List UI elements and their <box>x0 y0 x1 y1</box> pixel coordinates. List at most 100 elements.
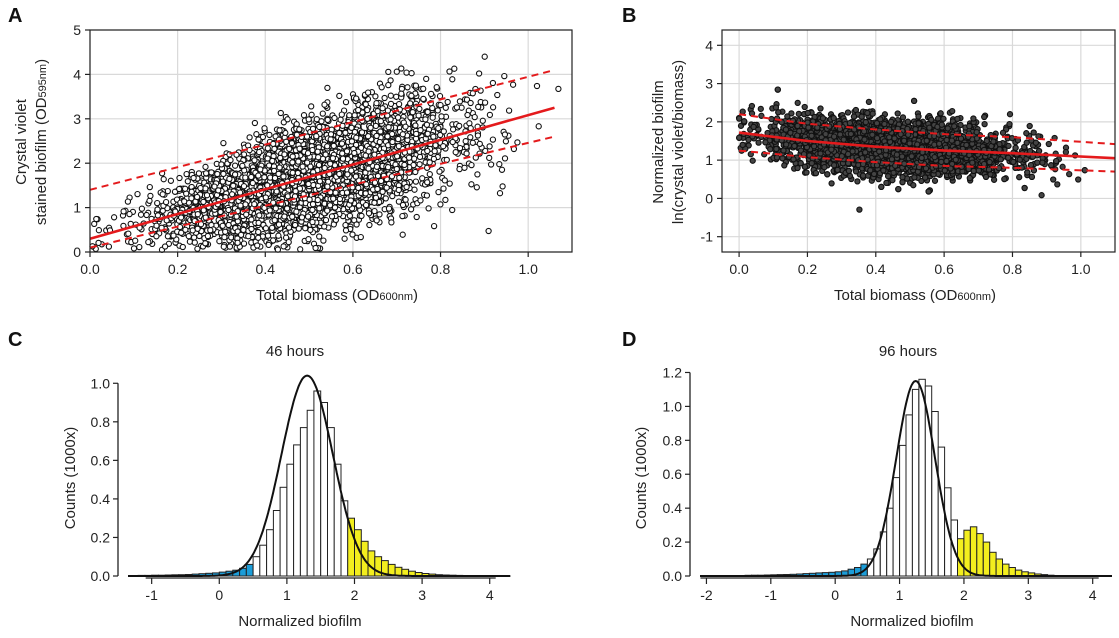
data-point <box>412 122 419 129</box>
data-point <box>265 241 272 249</box>
data-point <box>193 193 201 201</box>
data-point <box>220 243 227 250</box>
data-point <box>481 99 489 106</box>
data-point <box>404 84 411 91</box>
data-point <box>221 234 228 241</box>
data-point <box>273 188 280 195</box>
data-point <box>316 123 323 131</box>
data-point <box>430 133 437 140</box>
data-point <box>422 116 429 123</box>
data-point <box>501 72 508 80</box>
data-point <box>315 154 322 161</box>
data-point <box>288 140 296 147</box>
data-point <box>319 110 326 117</box>
data-point <box>255 228 262 236</box>
data-point <box>309 206 316 214</box>
data-point <box>412 178 420 185</box>
y-axis-label-a-line2: stained biofilm (OD595nm) <box>33 59 50 225</box>
data-point <box>242 201 249 208</box>
data-point <box>854 178 861 185</box>
data-point <box>383 184 390 191</box>
data-point <box>262 194 269 201</box>
data-point <box>268 224 276 231</box>
data-point <box>374 108 381 115</box>
data-point <box>276 164 283 171</box>
data-point <box>442 196 449 204</box>
data-point <box>305 180 312 188</box>
data-point <box>164 187 171 195</box>
data-point <box>285 238 292 246</box>
data-point <box>105 243 113 250</box>
data-point <box>440 128 447 135</box>
data-point <box>332 189 339 196</box>
data-point <box>398 90 405 97</box>
data-point <box>324 183 331 190</box>
data-point <box>136 243 143 251</box>
data-point <box>407 100 414 107</box>
data-point <box>371 207 378 215</box>
data-point <box>255 136 262 143</box>
data-point <box>349 231 356 238</box>
data-point <box>362 190 369 197</box>
data-point <box>327 131 335 138</box>
data-point <box>202 163 209 171</box>
data-point <box>496 161 503 168</box>
data-point <box>230 182 237 189</box>
data-point <box>280 243 287 250</box>
data-point <box>316 233 323 240</box>
data-point <box>324 207 331 214</box>
data-point <box>134 190 141 198</box>
data-point <box>304 150 312 157</box>
data-point <box>219 222 226 229</box>
data-point <box>473 184 480 191</box>
data-point <box>228 191 236 198</box>
data-point <box>403 183 410 191</box>
data-point <box>434 107 441 114</box>
data-point <box>533 82 541 90</box>
data-point <box>281 151 288 158</box>
data-point <box>384 133 391 140</box>
data-point <box>202 240 209 247</box>
data-point <box>449 76 456 83</box>
data-point <box>461 164 468 171</box>
data-point <box>190 174 197 182</box>
data-point <box>446 68 453 75</box>
data-point <box>295 158 302 165</box>
data-point <box>167 177 175 184</box>
data-point <box>426 171 433 178</box>
data-point <box>395 186 402 194</box>
data-point <box>262 225 270 232</box>
data-point <box>254 242 261 249</box>
data-point <box>264 232 272 239</box>
data-point <box>304 213 312 220</box>
data-point <box>93 215 100 223</box>
panel-label-a: A <box>8 5 22 27</box>
data-point <box>328 213 336 220</box>
data-point <box>475 70 483 77</box>
data-point <box>456 98 464 105</box>
data-point <box>452 149 459 156</box>
data-point <box>285 224 293 231</box>
data-point <box>358 129 366 136</box>
data-point <box>294 169 302 177</box>
data-point <box>177 214 185 221</box>
data-point <box>248 225 255 233</box>
data-point <box>315 161 323 169</box>
data-point <box>395 100 403 108</box>
data-point <box>179 243 186 251</box>
x-tick-label: 0.4 <box>256 261 276 277</box>
data-point <box>261 125 268 132</box>
data-point <box>362 152 369 159</box>
data-point <box>243 211 250 218</box>
data-point <box>1054 181 1061 188</box>
data-point <box>321 164 328 172</box>
data-point <box>336 92 343 100</box>
data-point <box>393 93 400 100</box>
data-point <box>185 233 192 240</box>
data-point <box>266 207 273 214</box>
data-point <box>327 136 334 143</box>
data-point <box>444 98 451 106</box>
x-tick-label: 0.2 <box>168 261 188 277</box>
data-point <box>423 192 431 199</box>
